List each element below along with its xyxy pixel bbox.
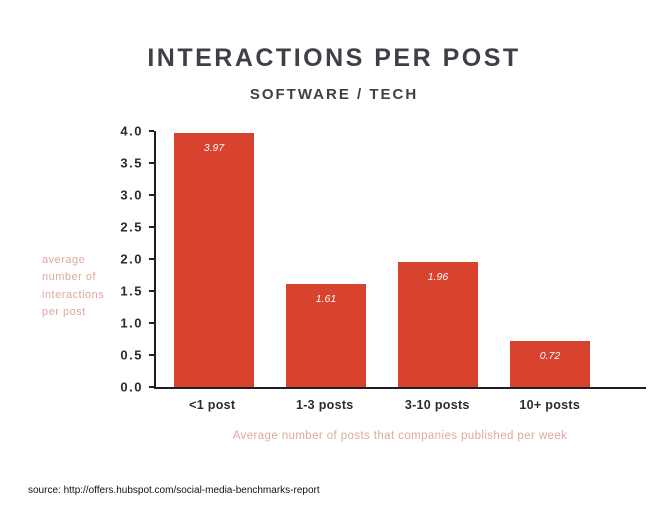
bar-slot: 0.72	[494, 131, 606, 387]
bars-container: 3.97 1.61 1.96 0.72	[156, 131, 646, 387]
bar-value-label: 1.61	[315, 292, 337, 305]
bar-slot: 1.61	[270, 131, 382, 387]
bar-slot: 1.96	[382, 131, 494, 387]
bar-value-label: 1.96	[427, 270, 449, 283]
y-tick-mark	[149, 194, 154, 196]
bar-value-label: 3.97	[203, 141, 225, 154]
bar-slot: 3.97	[158, 131, 270, 387]
y-tick-label: 4.0	[120, 123, 143, 139]
y-tick-label: 1.0	[120, 315, 143, 331]
y-tick-mark	[149, 386, 154, 388]
bar-10+ posts: 0.72	[510, 340, 590, 387]
y-tick-label: 0.0	[120, 379, 143, 395]
bar-3-10 posts: 1.96	[398, 261, 478, 387]
y-tick-mark	[149, 354, 154, 356]
x-category-label: 1-3 posts	[295, 398, 354, 412]
y-tick-label: 2.0	[120, 251, 143, 267]
plot-area: 0.0 0.5 1.0 1.5 2.0 2.5 3.0 3.5 4.0 3.97 1.61 1.96…	[120, 125, 646, 394]
x-category-label: 3-10 posts	[404, 398, 470, 412]
y-tick-label: 0.5	[120, 347, 143, 363]
bar-1-3 posts: 1.61	[286, 283, 366, 387]
bar-<1 post: 3.97	[174, 132, 254, 387]
x-category-label: 10+ posts	[519, 398, 581, 412]
y-tick-mark	[149, 322, 154, 324]
y-axis-ticks: 0.0 0.5 1.0 1.5 2.0 2.5 3.0 3.5 4.0	[120, 125, 646, 394]
source-text: source: http://offers.hubspot.com/social…	[28, 485, 320, 496]
y-tick-mark	[149, 162, 154, 164]
x-axis-categories: <1 post 1-3 posts 3-10 posts 10+ posts	[154, 398, 646, 412]
y-tick-label: 2.5	[120, 219, 143, 235]
y-tick-label: 3.0	[120, 187, 143, 203]
chart-subtitle: SOFTWARE / TECH	[249, 86, 419, 103]
bar-value-label: 0.72	[539, 349, 561, 362]
y-tick-mark	[149, 258, 154, 260]
y-tick-mark	[149, 130, 154, 132]
bar-chart: average number of interactions per post …	[0, 125, 668, 442]
y-axis-label: average number of interactions per post	[42, 254, 105, 318]
y-tick-mark	[149, 226, 154, 228]
plot-column: 0.0 0.5 1.0 1.5 2.0 2.5 3.0 3.5 4.0 3.97 1.61 1.96…	[120, 125, 646, 442]
y-tick-label: 3.5	[120, 155, 143, 171]
x-axis-label: Average number of posts that companies p…	[232, 430, 568, 442]
y-tick-label: 1.5	[120, 283, 143, 299]
chart-title: INTERACTIONS PER POST	[147, 44, 521, 72]
y-tick-mark	[149, 290, 154, 292]
x-category-label: <1 post	[189, 398, 236, 412]
